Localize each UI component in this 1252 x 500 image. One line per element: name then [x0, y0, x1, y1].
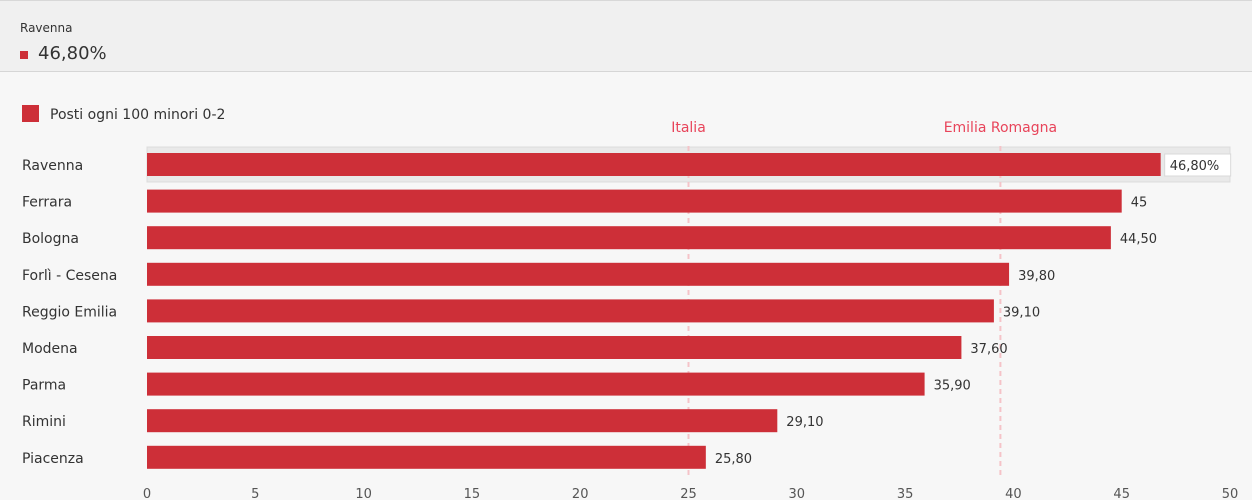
x-tick-label: 20 — [572, 487, 589, 500]
x-tick-label: 0 — [143, 487, 151, 500]
bar — [147, 189, 1122, 213]
x-tick-label: 5 — [251, 487, 259, 500]
category-label: Modena — [22, 341, 78, 357]
x-tick-label: 15 — [464, 487, 481, 500]
bar — [147, 262, 1010, 286]
bar — [147, 372, 925, 396]
x-tick-label: 45 — [1113, 487, 1130, 500]
reference-label-1: Italia — [671, 120, 706, 136]
legend-label: Posti ogni 100 minori 0-2 — [50, 107, 225, 123]
bar — [147, 445, 706, 469]
tooltip-swatch — [20, 51, 28, 59]
x-tick-label: 10 — [355, 487, 372, 500]
value-label: 46,80% — [1170, 159, 1220, 174]
category-label: Ferrara — [22, 195, 72, 211]
bar — [147, 336, 962, 359]
category-label: Ravenna — [22, 158, 83, 174]
value-label: 45 — [1131, 196, 1148, 211]
tooltip-value: 46,80% — [38, 43, 107, 64]
value-label: 29,10 — [786, 415, 823, 430]
legend-swatch — [22, 105, 39, 122]
bar — [147, 153, 1161, 176]
category-label: Rimini — [22, 414, 66, 430]
value-label: 35,90 — [934, 379, 971, 394]
bar — [147, 409, 778, 433]
category-label: Piacenza — [22, 451, 84, 467]
value-label: 39,80 — [1018, 269, 1055, 284]
value-label: 37,60 — [970, 342, 1007, 357]
value-label: 39,10 — [1003, 305, 1040, 320]
value-label-box — [1164, 153, 1232, 177]
reference-label-2: Emilia Romagna — [944, 120, 1057, 136]
bar — [147, 226, 1111, 250]
x-tick-label: 40 — [1005, 487, 1022, 500]
x-tick-label: 50 — [1222, 487, 1239, 500]
tooltip-panel: Ravenna 46,80% — [0, 0, 1252, 72]
tooltip-category: Ravenna — [20, 21, 73, 35]
bar — [147, 299, 994, 323]
value-label: 25,80 — [715, 452, 752, 467]
category-label: Reggio Emilia — [22, 304, 117, 320]
category-label: Forlì - Cesena — [22, 268, 117, 284]
x-tick-label: 35 — [897, 487, 914, 500]
x-tick-label: 25 — [680, 487, 697, 500]
category-label: Parma — [22, 378, 66, 394]
value-label: 44,50 — [1120, 232, 1157, 247]
category-label: Bologna — [22, 231, 79, 247]
x-tick-label: 30 — [789, 487, 806, 500]
